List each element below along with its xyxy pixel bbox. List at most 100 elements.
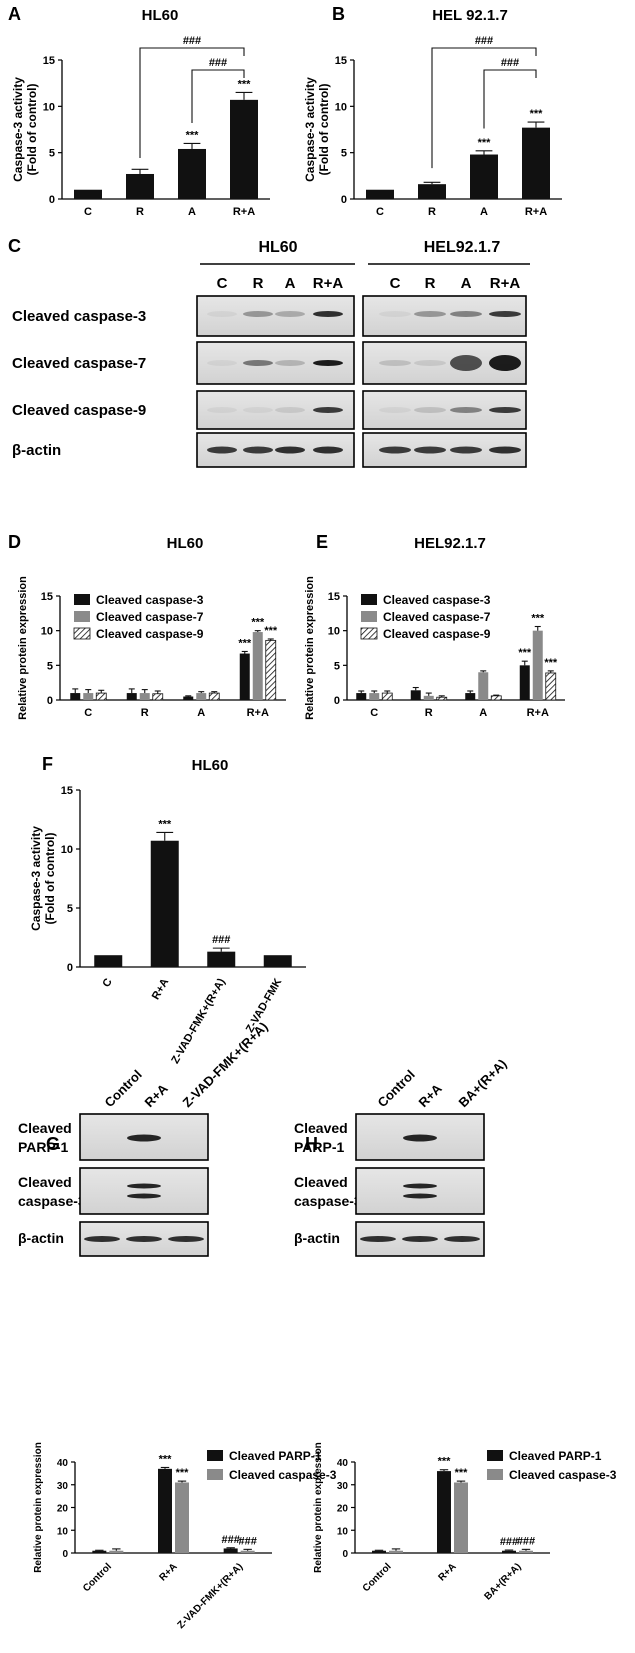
blot-c-row-label: β-actin — [12, 442, 61, 459]
blot-band — [84, 1236, 120, 1242]
significance-label: *** — [478, 137, 492, 149]
significance-label: ### — [212, 934, 230, 946]
legend-swatch — [207, 1469, 223, 1480]
significance-label: ### — [238, 1535, 256, 1547]
blot-g-row-label: Cleaved — [18, 1120, 72, 1136]
y-tick-label: 0 — [334, 695, 340, 707]
bar — [252, 632, 263, 700]
bar — [372, 1550, 386, 1553]
panel-title-d: HL60 — [167, 535, 204, 552]
chart-a: 0 5 10 15 Caspase-3 activity (Fold of control… — [11, 35, 270, 218]
x-tick-label: R+A — [527, 707, 549, 719]
y-tick-label: 0 — [49, 194, 55, 206]
blot-g-strip — [79, 1167, 209, 1215]
legend-label: Cleaved PARP-1 — [509, 1449, 602, 1463]
y-tick-label: 5 — [47, 660, 53, 672]
significance-label: *** — [176, 1467, 190, 1479]
blot-band — [444, 1236, 480, 1242]
bar — [92, 1550, 107, 1553]
panel-title-a: HL60 — [142, 7, 179, 24]
significance-label: *** — [158, 818, 172, 830]
y-tick-label: 0 — [341, 194, 347, 206]
blot-h-row-label: PARP-1 — [294, 1139, 345, 1155]
legend-swatch — [207, 1450, 223, 1461]
blot-c-lane-label: R — [253, 275, 264, 292]
significance-label: *** — [544, 657, 558, 669]
blot-band — [313, 407, 343, 413]
legend-label: Cleaved caspase-3 — [96, 593, 204, 607]
blot-band — [489, 311, 521, 317]
bar — [519, 1550, 533, 1553]
legend-swatch — [73, 627, 91, 640]
x-tick-label: A — [479, 707, 487, 719]
bar — [410, 690, 421, 700]
bar — [83, 693, 94, 700]
significance-label: *** — [238, 637, 252, 649]
legend-label: Cleaved caspase-7 — [383, 610, 491, 624]
bar — [196, 693, 207, 700]
y-tick-label: 10 — [43, 101, 55, 113]
y-tick-label: 15 — [43, 55, 55, 67]
chart-e: 0 5 10 15 Relative protein expression C R A R+A *… — [304, 576, 565, 720]
y-tick-label: 5 — [341, 148, 347, 160]
bar — [239, 653, 250, 700]
significance-label: *** — [518, 647, 532, 659]
blot-band — [403, 1193, 437, 1199]
comparison-bracket — [483, 69, 537, 129]
significance-label: ### — [517, 1535, 535, 1547]
panel-title-f: HL60 — [192, 757, 229, 774]
blot-band — [379, 311, 411, 317]
bar — [381, 692, 393, 701]
blot-band — [207, 446, 237, 454]
blot-h-strip — [355, 1167, 485, 1215]
chart-b: 0 5 10 15 Caspase-3 activity (Fold of control… — [303, 35, 562, 218]
legend-swatch — [487, 1469, 503, 1480]
blot-band — [126, 1236, 162, 1242]
bar — [109, 1550, 124, 1553]
legend-label: Cleaved caspase-9 — [383, 627, 491, 641]
bar — [263, 955, 292, 967]
chart-h: 0 10 20 30 40 Relative protein expression Cont… — [313, 1442, 617, 1602]
x-tick-label: A — [188, 206, 196, 218]
legend-swatch — [74, 611, 90, 622]
y-tick-label: 15 — [335, 55, 347, 67]
panel-letter-c: C — [8, 236, 21, 256]
bar — [152, 693, 164, 701]
blot-band — [207, 360, 237, 366]
bar — [423, 695, 434, 700]
blot-band — [313, 360, 343, 366]
y-tick-label: 10 — [328, 626, 340, 638]
y-axis-label: Caspase-3 activity — [303, 77, 317, 182]
legend-swatch — [361, 611, 377, 622]
blot-band — [379, 407, 411, 413]
blot-band — [275, 407, 305, 413]
y-axis-label: Relative protein expression — [17, 576, 29, 720]
blot-band — [243, 446, 273, 454]
legend-label: Cleaved caspase-7 — [96, 610, 204, 624]
blot-band — [127, 1134, 161, 1142]
blot-band — [168, 1236, 204, 1242]
x-tick-label: A — [480, 206, 488, 218]
x-tick-label: R+A — [247, 707, 269, 719]
panel-letter-a: A — [8, 4, 21, 24]
blot-g-row-label: PARP-1 — [18, 1139, 69, 1155]
x-tick-label: C — [84, 707, 92, 719]
x-tick-label: C — [376, 206, 384, 218]
bracket-label: ### — [475, 35, 493, 47]
blot-g-row-label: caspase-3 — [18, 1193, 86, 1209]
comparison-bracket — [191, 69, 245, 123]
legend-swatch — [487, 1450, 503, 1461]
significance-label: *** — [159, 1453, 173, 1465]
blot-band — [275, 360, 305, 366]
y-tick-label: 5 — [334, 660, 340, 672]
blot-h-lane-label: R+A — [416, 1080, 446, 1110]
blot-band — [360, 1236, 396, 1242]
significance-label: ### — [221, 1534, 239, 1546]
bar — [265, 639, 277, 701]
y-tick-label: 15 — [61, 785, 73, 797]
y-tick-label: 0 — [67, 962, 73, 974]
bracket-label: ### — [501, 57, 519, 69]
y-axis-label: Caspase-3 activity — [29, 826, 43, 931]
blot-h-row-label: β-actin — [294, 1230, 340, 1246]
western-blots: C C R R A A R+A R+A Cleaved caspase-3 Cleaved cas… — [12, 275, 527, 1257]
